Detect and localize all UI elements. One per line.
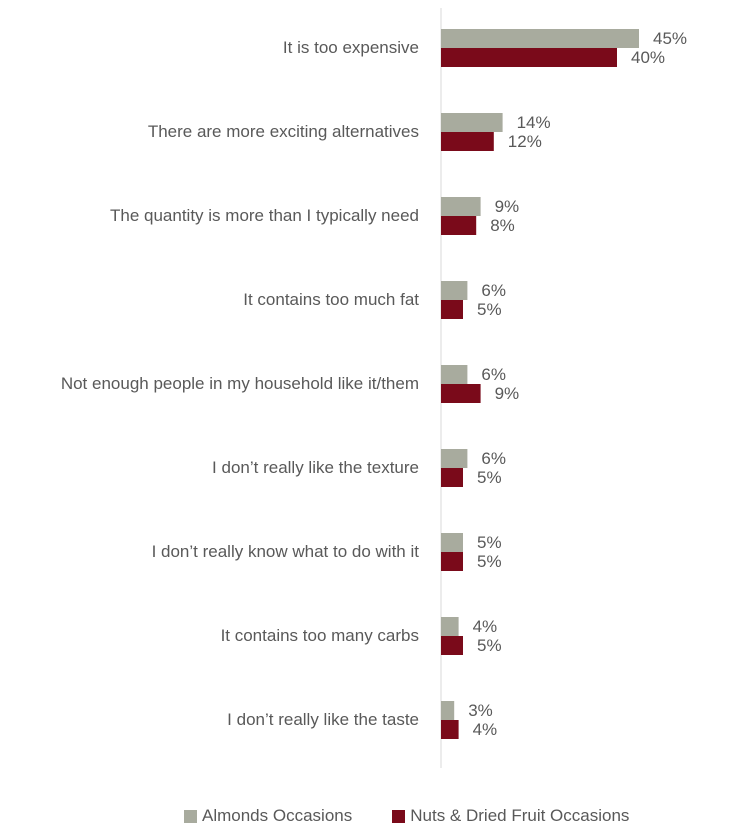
legend-label-almonds: Almonds Occasions bbox=[202, 806, 353, 825]
bar-chart-plot: 45%40%14%12%9%8%6%5%6%9%6%5%5%5%4%5%3%4% bbox=[440, 8, 687, 768]
data-label-almonds-6: 5% bbox=[477, 533, 502, 552]
bar-almonds-7 bbox=[441, 617, 459, 636]
data-label-nuts-dried-fruit-3: 5% bbox=[477, 300, 502, 319]
bar-almonds-0 bbox=[441, 29, 639, 48]
bar-nuts-dried-fruit-0 bbox=[441, 48, 617, 67]
bar-nuts-dried-fruit-5 bbox=[441, 468, 463, 487]
category-label-8: I don’t really like the taste bbox=[227, 710, 419, 729]
data-label-nuts-dried-fruit-5: 5% bbox=[477, 468, 502, 487]
data-label-almonds-5: 6% bbox=[481, 449, 506, 468]
data-label-nuts-dried-fruit-7: 5% bbox=[477, 636, 502, 655]
legend-swatch-almonds bbox=[184, 809, 197, 823]
bar-nuts-dried-fruit-1 bbox=[441, 132, 494, 151]
data-label-almonds-3: 6% bbox=[481, 281, 506, 300]
category-label-3: It contains too much fat bbox=[243, 290, 419, 309]
legend-swatch-nuts-dried-fruit bbox=[392, 809, 406, 823]
data-label-almonds-7: 4% bbox=[473, 617, 498, 636]
legend-label-nuts-dried-fruit: Nuts & Dried Fruit Occasions bbox=[410, 806, 630, 825]
bar-almonds-4 bbox=[441, 365, 468, 384]
bar-nuts-dried-fruit-7 bbox=[441, 636, 463, 655]
category-label-0: It is too expensive bbox=[282, 38, 419, 57]
data-label-nuts-dried-fruit-0: 40% bbox=[631, 48, 665, 67]
category-label-7: It contains too many carbs bbox=[220, 626, 419, 645]
data-label-nuts-dried-fruit-8: 4% bbox=[473, 720, 498, 739]
data-label-nuts-dried-fruit-1: 12% bbox=[508, 132, 542, 151]
category-label-5: I don’t really like the texture bbox=[212, 458, 419, 477]
data-label-almonds-2: 9% bbox=[495, 197, 520, 216]
data-label-almonds-8: 3% bbox=[468, 701, 493, 720]
data-label-almonds-1: 14% bbox=[517, 113, 551, 132]
data-label-nuts-dried-fruit-6: 5% bbox=[477, 552, 502, 571]
bar-almonds-3 bbox=[441, 281, 468, 300]
bar-almonds-5 bbox=[441, 449, 468, 468]
category-label-2: The quantity is more than I typically ne… bbox=[110, 206, 419, 225]
bar-almonds-1 bbox=[441, 113, 503, 132]
data-label-nuts-dried-fruit-2: 8% bbox=[490, 216, 515, 235]
bar-nuts-dried-fruit-2 bbox=[441, 216, 477, 235]
legend-item-nuts-dried-fruit: Nuts & Dried Fruit Occasions bbox=[392, 806, 629, 826]
bar-nuts-dried-fruit-4 bbox=[441, 384, 481, 403]
category-label-1: There are more exciting alternatives bbox=[147, 122, 419, 141]
bar-nuts-dried-fruit-8 bbox=[441, 720, 459, 739]
legend-item-almonds: Almonds Occasions bbox=[184, 806, 352, 826]
bar-almonds-8 bbox=[441, 701, 455, 720]
data-label-nuts-dried-fruit-4: 9% bbox=[495, 384, 520, 403]
bar-nuts-dried-fruit-6 bbox=[441, 552, 463, 571]
data-label-almonds-0: 45% bbox=[653, 29, 687, 48]
data-label-almonds-4: 6% bbox=[481, 365, 506, 384]
category-label-6: I don’t really know what to do with it bbox=[151, 542, 419, 561]
bar-almonds-2 bbox=[441, 197, 481, 216]
category-label-4: Not enough people in my household like i… bbox=[60, 374, 419, 393]
bar-almonds-6 bbox=[441, 533, 463, 552]
bar-nuts-dried-fruit-3 bbox=[441, 300, 463, 319]
legend: Almonds Occasions Nuts & Dried Fruit Occ… bbox=[184, 806, 669, 826]
